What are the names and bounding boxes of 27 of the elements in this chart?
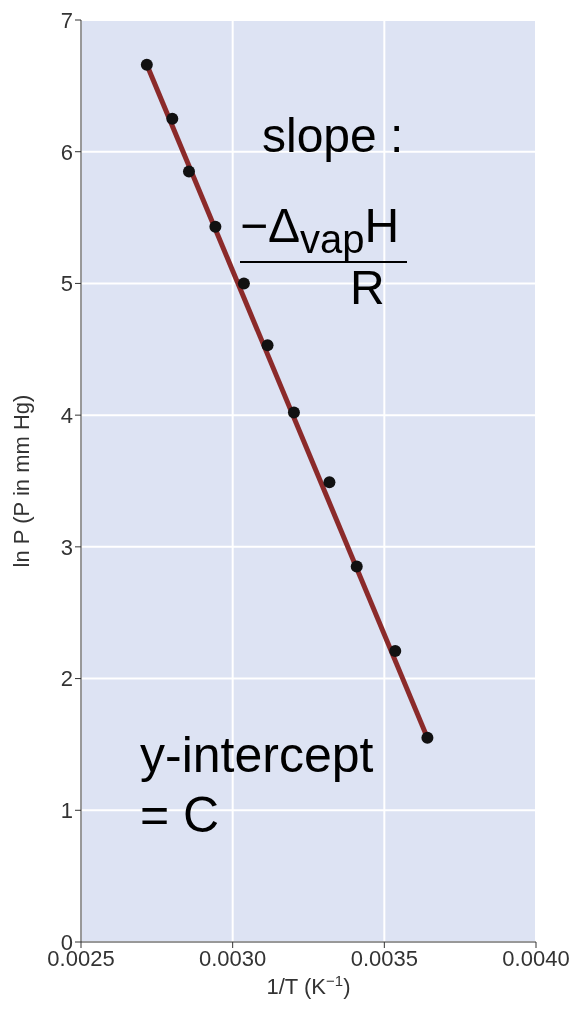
y-tick-label: 6 — [60, 139, 73, 165]
y-axis-title: ln P (P in mm Hg) — [8, 394, 34, 568]
point — [389, 644, 402, 657]
point — [237, 277, 250, 290]
point — [209, 220, 222, 233]
x-tick-label: 0.0035 — [350, 945, 418, 971]
x-axis-title: 1/T (K$^{−1}$) — [266, 971, 351, 999]
point — [166, 112, 179, 125]
point — [140, 58, 153, 71]
annotation: slope : — [262, 109, 404, 162]
y-tick-label: 4 — [60, 402, 73, 428]
y-tick-label: 1 — [60, 798, 73, 824]
annotation: −Δ$_{vap}$H — [240, 199, 400, 261]
point — [323, 476, 336, 489]
point — [350, 560, 363, 573]
y-tick-label: 3 — [60, 534, 73, 560]
point — [261, 339, 274, 352]
x-tick-label: 0.0030 — [199, 945, 267, 971]
y-tick-label: 2 — [60, 666, 73, 692]
annotation: R — [350, 261, 385, 314]
point — [421, 731, 434, 744]
point — [182, 165, 195, 178]
x-tick-label: 0.0040 — [502, 945, 570, 971]
y-tick-label: 5 — [60, 271, 73, 297]
annotation: y-intercept = C — [140, 727, 374, 843]
point — [287, 406, 300, 419]
y-tick-label: 7 — [60, 7, 73, 33]
